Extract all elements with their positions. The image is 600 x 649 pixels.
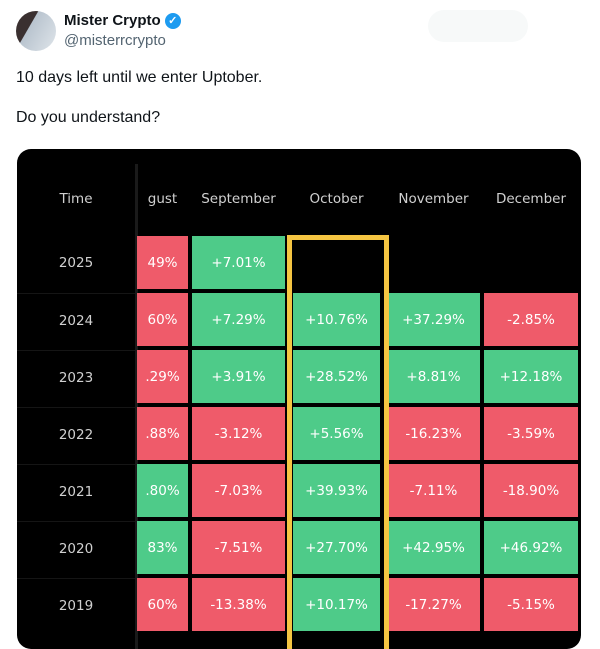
table-cell: -3.12% [192,407,285,460]
table-cell: -5.15% [484,578,578,631]
table-cell: -2.85% [484,293,578,346]
table-cell: -16.23% [387,407,480,460]
column-divider [135,164,138,649]
table-cell: -7.03% [192,464,285,517]
verified-badge-icon: ✓ [164,12,181,29]
column-header: Time [59,191,93,207]
table-cell: -17.27% [387,578,480,631]
table-cell: +12.18% [484,350,578,403]
author-handle[interactable]: @misterrcrypto [64,32,166,49]
table-cell: 60% [137,578,188,631]
table-cell: +28.52% [293,350,380,403]
table-cell: +10.76% [293,293,380,346]
table-cell: +39.93% [293,464,380,517]
table-cell: +7.01% [192,236,285,289]
table-cell: .88% [137,407,188,460]
row-year: 2020 [17,521,135,575]
table-cell: -7.11% [387,464,480,517]
author-name[interactable]: Mister Crypto ✓ [64,12,181,29]
table-cell: 60% [137,293,188,346]
avatar[interactable] [16,11,56,51]
table-cell: 49% [137,236,188,289]
follow-button-placeholder [428,10,528,42]
table-cell: +10.17% [293,578,380,631]
column-header: October [309,191,364,207]
table-cell: +37.29% [387,293,480,346]
table-cell: -13.38% [192,578,285,631]
table-cell: +8.81% [387,350,480,403]
row-year: 2022 [17,407,135,461]
october-highlight-box [287,235,389,649]
table-cell: +5.56% [293,407,380,460]
column-header: November [398,191,469,207]
table-cell: .80% [137,464,188,517]
column-header: December [495,191,566,207]
row-year: 2024 [17,293,135,347]
column-header: gust [147,191,178,207]
column-header: September [201,191,276,207]
table-cell: 83% [137,521,188,574]
row-year: 2025 [58,254,94,271]
row-year: 2023 [17,350,135,404]
table-cell: -18.90% [484,464,578,517]
table-cell: -3.59% [484,407,578,460]
tweet-text: 10 days left until we enter Uptober. Do … [16,69,263,126]
row-year: 2019 [17,578,135,632]
table-cell: +3.91% [192,350,285,403]
table-cell: +42.95% [387,521,480,574]
table-cell: +46.92% [484,521,578,574]
table-cell: .29% [137,350,188,403]
table-cell: +7.29% [192,293,285,346]
table-cell: -7.51% [192,521,285,574]
row-year: 2021 [17,464,135,518]
table-cell: +27.70% [293,521,380,574]
tweet-image-table[interactable]: Time gust September October November December… [17,149,581,649]
